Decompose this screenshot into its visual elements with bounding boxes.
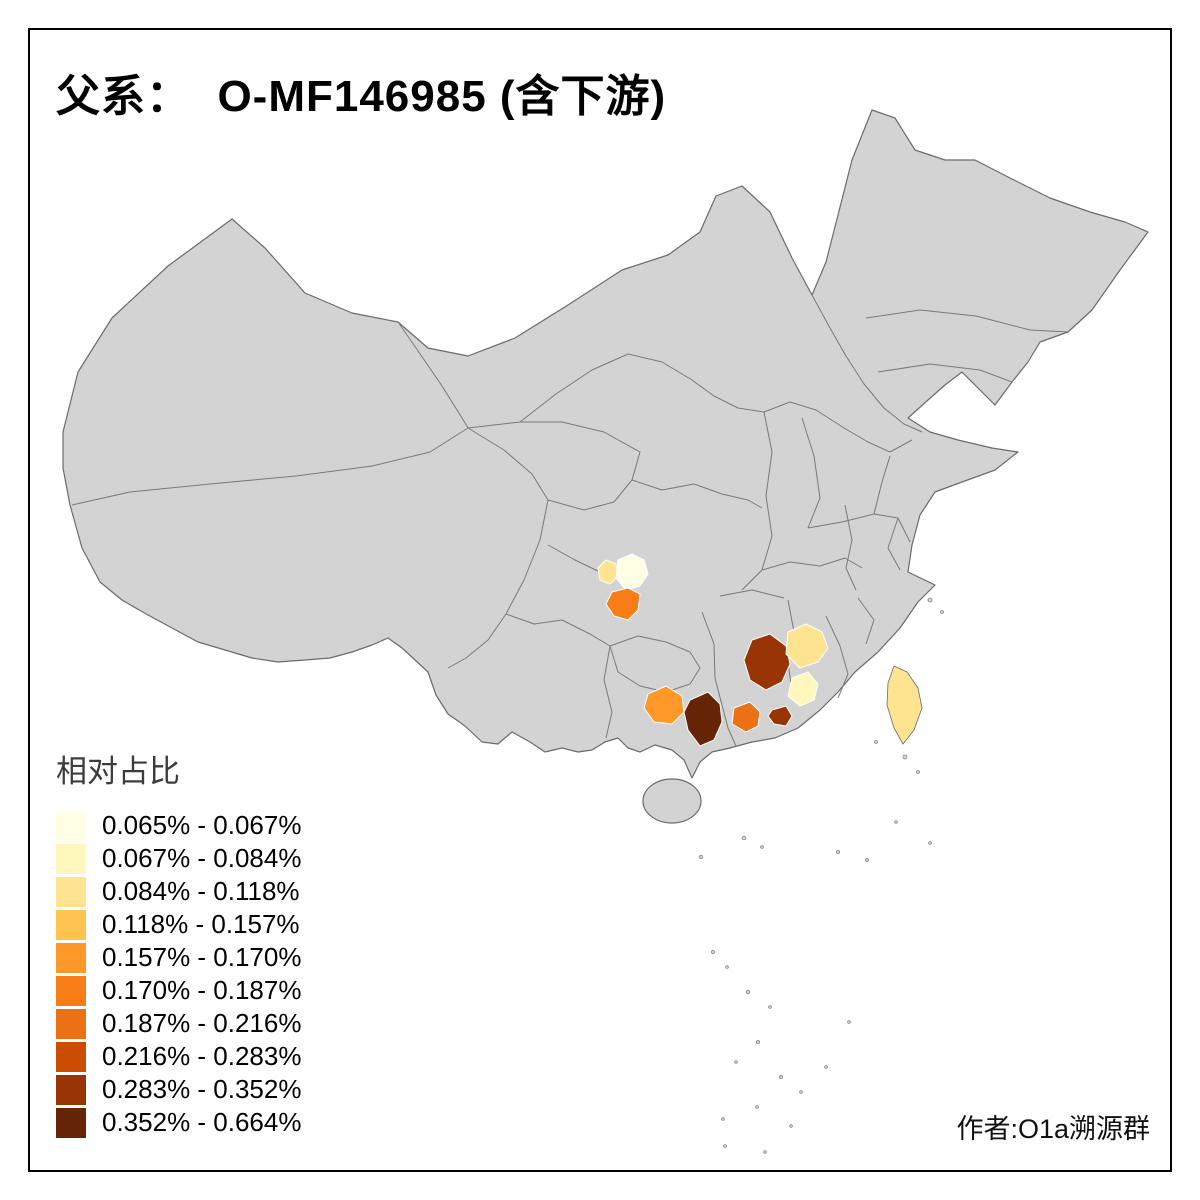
page-title: 父系： O-MF146985 (含下游) (56, 72, 667, 121)
map-region (643, 685, 685, 725)
legend-row: 0.216% - 0.283% (56, 1040, 301, 1073)
province-borders (71, 294, 1069, 747)
legend-rows: 0.065% - 0.067% 0.067% - 0.084% 0.084% - 0… (56, 809, 301, 1139)
legend-row: 0.118% - 0.157% (56, 908, 301, 941)
legend-label: 0.352% - 0.664% (102, 1107, 302, 1137)
map-region (615, 553, 649, 591)
legend-swatch (56, 975, 86, 1006)
country-outline (62, 109, 1149, 824)
map-region (743, 633, 791, 691)
legend-swatch (56, 942, 86, 973)
map-region (731, 701, 761, 733)
legend-swatch (56, 876, 86, 907)
author-attribution: 作者:O1a溯源群 (956, 1114, 1150, 1144)
map-region (785, 623, 829, 669)
legend-row: 0.067% - 0.084% (56, 842, 301, 875)
legend-label: 0.157% - 0.170% (102, 942, 302, 972)
map-region (683, 691, 723, 747)
legend-row: 0.084% - 0.118% (56, 875, 301, 908)
colored-regions (597, 553, 923, 747)
legend-label: 0.118% - 0.157% (102, 909, 300, 939)
legend-row: 0.157% - 0.170% (56, 941, 301, 974)
map-region (767, 705, 793, 727)
legend-swatch (56, 843, 86, 874)
legend-row: 0.065% - 0.067% (56, 809, 301, 842)
legend-title: 相对占比 (56, 754, 180, 789)
legend-swatch (56, 1107, 86, 1138)
legend-label: 0.216% - 0.283% (102, 1041, 302, 1071)
map-region (605, 587, 641, 621)
legend-row: 0.170% - 0.187% (56, 974, 301, 1007)
legend-label: 0.067% - 0.084% (102, 843, 302, 873)
legend-swatch (56, 909, 86, 940)
legend-swatch (56, 1008, 86, 1039)
sea-islands (698, 597, 944, 1154)
legend-row: 0.352% - 0.664% (56, 1106, 301, 1139)
legend-label: 0.065% - 0.067% (102, 810, 302, 840)
map-region taiwan-island (886, 665, 923, 745)
legend-label: 0.170% - 0.187% (102, 975, 302, 1005)
hainan-island (642, 778, 702, 824)
legend-label: 0.283% - 0.352% (102, 1074, 302, 1104)
map-region (787, 671, 819, 707)
map-legend: 相对占比 0.065% - 0.067% 0.067% - 0.084% 0.084… (56, 746, 301, 1139)
legend-row: 0.187% - 0.216% (56, 1007, 301, 1040)
legend-swatch (56, 1041, 86, 1072)
legend-swatch (56, 1074, 86, 1105)
legend-label: 0.084% - 0.118% (102, 876, 300, 906)
china-mainland (62, 109, 1149, 779)
legend-label: 0.187% - 0.216% (102, 1008, 302, 1038)
legend-swatch (56, 810, 86, 841)
legend-row: 0.283% - 0.352% (56, 1073, 301, 1106)
